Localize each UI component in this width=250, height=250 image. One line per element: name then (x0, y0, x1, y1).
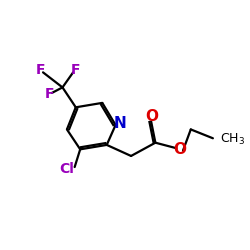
Text: O: O (145, 109, 158, 124)
Text: N: N (114, 116, 127, 132)
Text: F: F (71, 63, 81, 77)
Text: F: F (36, 63, 45, 77)
Text: F: F (44, 87, 54, 101)
Text: O: O (173, 142, 186, 157)
Text: Cl: Cl (60, 162, 74, 176)
Text: CH$_3$: CH$_3$ (220, 132, 245, 147)
